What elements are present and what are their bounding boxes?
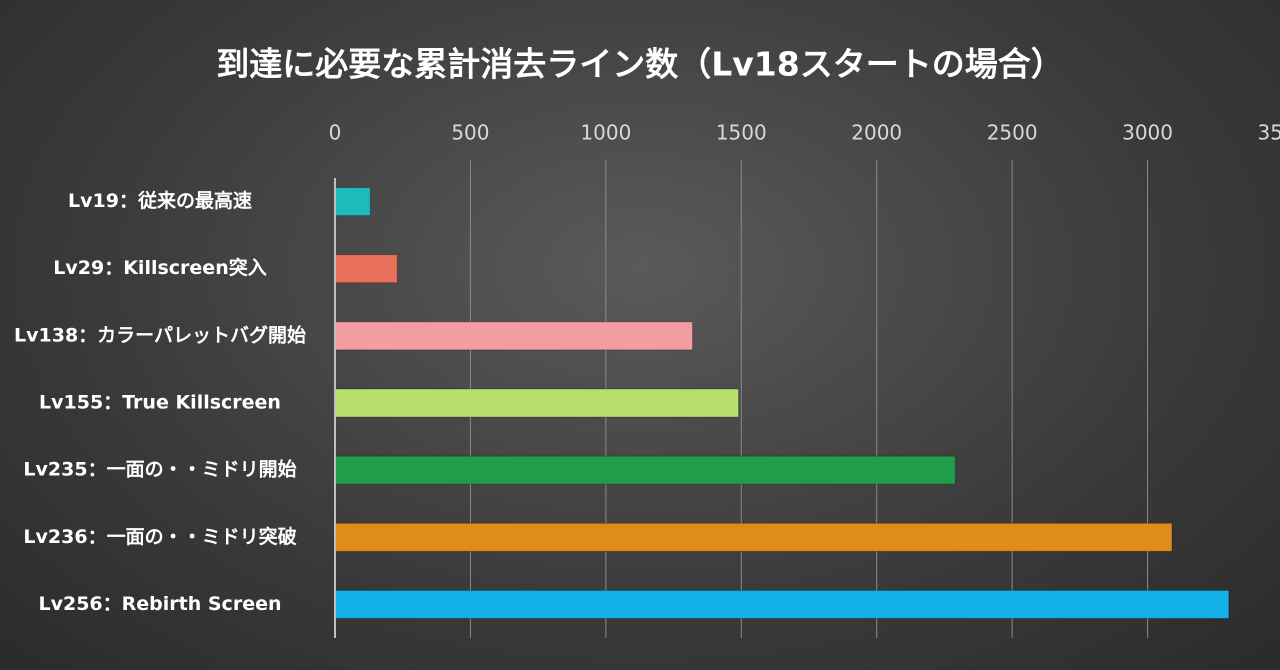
y-tick-label: Lv236：一面の・・ミドリ突破: [23, 525, 296, 548]
x-tick-label: 0: [329, 121, 342, 145]
y-tick-label: Lv256：Rebirth Screen: [39, 593, 282, 615]
x-tick-label: 1500: [716, 121, 767, 145]
y-tick-label: Lv19：従来の最高速: [68, 189, 252, 212]
y-tick-label: Lv235：一面の・・ミドリ開始: [23, 458, 296, 481]
y-tick-label: Lv155：True Killscreen: [39, 392, 281, 414]
bar: [334, 187, 371, 217]
x-tick-label: 1000: [580, 121, 631, 145]
y-tick-label: Lv29：Killscreen突入: [53, 256, 266, 279]
bar: [334, 589, 1230, 619]
x-tick-label: 500: [451, 121, 489, 145]
bar: [334, 388, 740, 418]
bar: [334, 254, 398, 284]
bar: [334, 455, 956, 485]
bar: [334, 522, 1173, 552]
bar: [334, 321, 694, 351]
chart-title: 到達に必要な累計消去ライン数（Lv18スタートの場合）: [216, 45, 1063, 84]
x-tick-label: 2000: [851, 121, 902, 145]
y-tick-label: Lv138：カラーパレットバグ開始: [14, 323, 306, 346]
x-tick-label: 3500: [1258, 121, 1280, 145]
x-tick-label: 2500: [987, 121, 1038, 145]
x-tick-label: 3000: [1122, 121, 1173, 145]
